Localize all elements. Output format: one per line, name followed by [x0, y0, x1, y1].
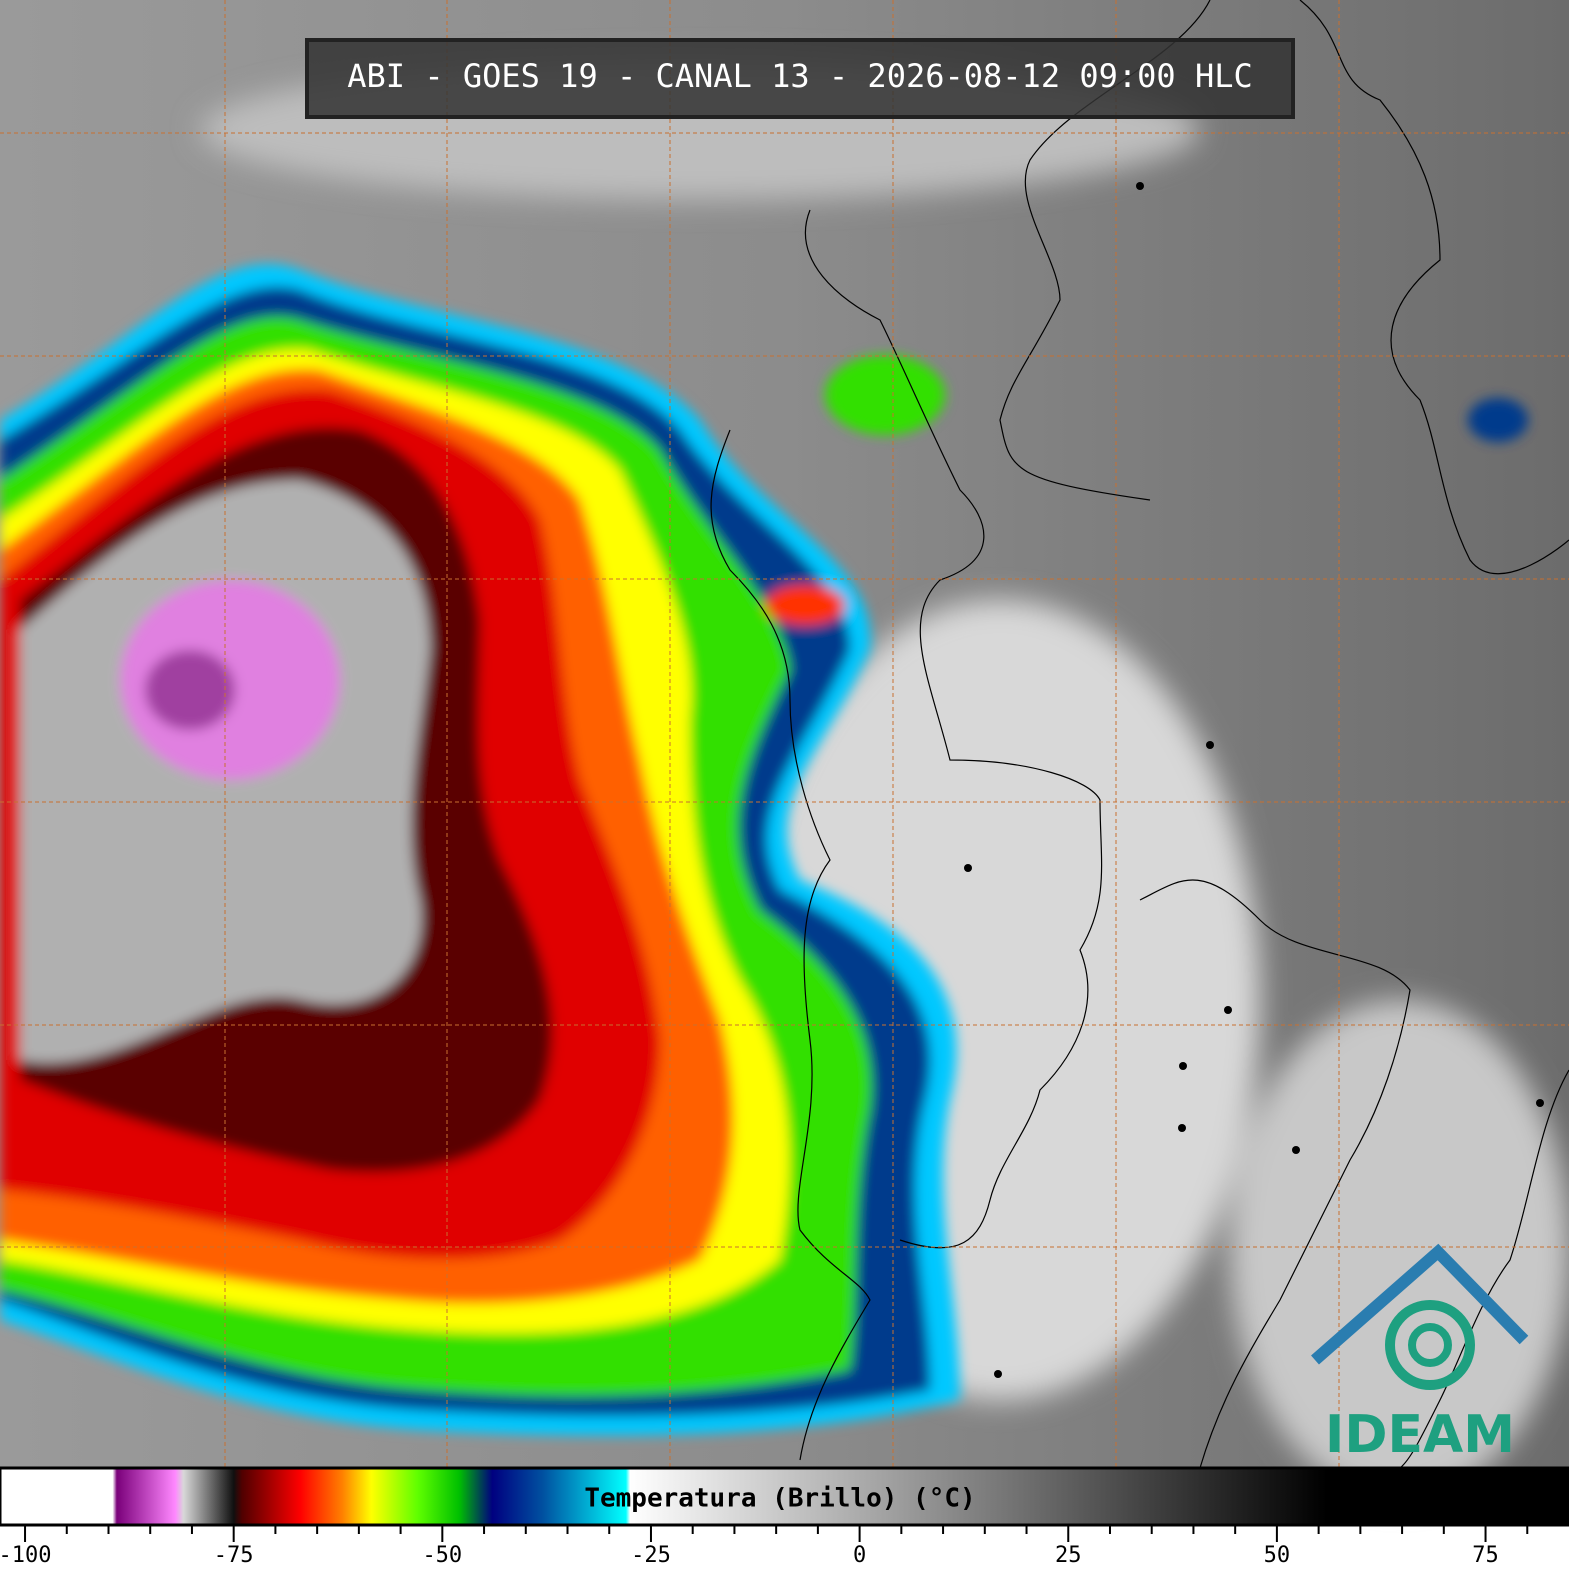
colorbar-label: Temperatura (Brillo) (°C)	[584, 1484, 975, 1514]
tick-label: 0	[853, 1543, 866, 1568]
tick-label: -100	[0, 1543, 52, 1568]
title: ABI - GOES 19 - CANAL 13 - 2026-08-12 09…	[347, 57, 1252, 95]
tick-label: -50	[422, 1543, 462, 1568]
tick-label: 75	[1472, 1543, 1499, 1568]
colorbar	[0, 1466, 1569, 1527]
tick-label: -25	[631, 1543, 671, 1568]
logo: IDEAM	[1311, 1243, 1529, 1465]
logo-text: IDEAM	[1325, 1405, 1515, 1465]
title-box	[305, 38, 1295, 119]
tick-label: 50	[1264, 1543, 1291, 1568]
tick-label: 25	[1055, 1543, 1082, 1568]
tick-label: -75	[214, 1543, 254, 1568]
satellite-image	[0, 0, 1569, 1500]
